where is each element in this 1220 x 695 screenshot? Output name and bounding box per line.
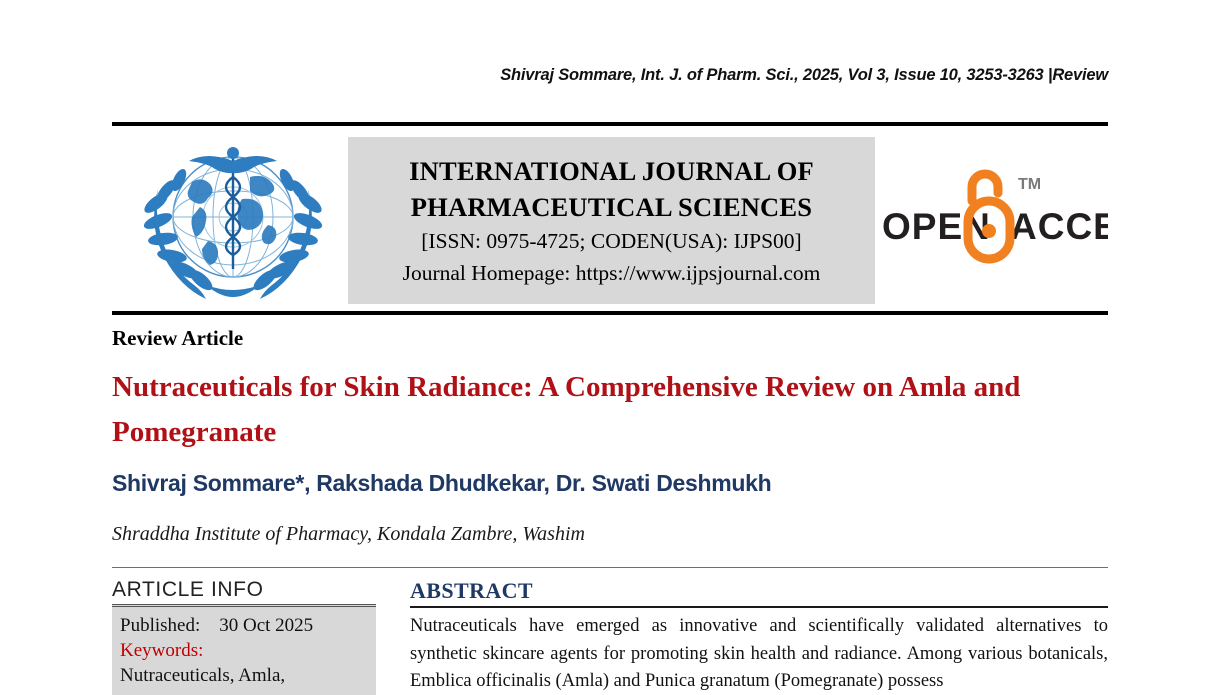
article-title-line2: and Pomegranate: [112, 371, 1021, 448]
journal-homepage: Journal Homepage: https://www.ijpsjourna…: [402, 261, 821, 285]
masthead: INTERNATIONAL JOURNAL OF PHARMACEUTICAL …: [112, 133, 1108, 305]
page-title: Nutraceuticals for Skin Radiance: A Comp…: [112, 365, 1092, 455]
affiliation: Shraddha Institute of Pharmacy, Kondala …: [112, 523, 585, 545]
header-rule-top: [112, 122, 1108, 126]
running-head: Shivraj Sommare, Int. J. of Pharm. Sci.,…: [500, 66, 1108, 84]
keywords-value: Nutraceuticals, Amla,: [120, 665, 286, 686]
open-access-logo: OPEN ACCESS TM: [880, 159, 1108, 277]
masthead-rule-bottom: [112, 311, 1108, 315]
svg-text:ACCESS: ACCESS: [1010, 206, 1108, 247]
journal-title-line1: INTERNATIONAL JOURNAL OF: [409, 156, 814, 186]
svg-text:TM: TM: [1018, 176, 1041, 193]
article-info-heading: ARTICLE INFO: [112, 578, 264, 601]
keywords-label: Keywords:: [120, 640, 204, 661]
article-type-label: Review Article: [112, 326, 244, 350]
article-info-box: Published: 30 Oct 2025 Keywords: Nutrace…: [112, 604, 376, 695]
published-line: Published: 30 Oct 2025: [120, 613, 376, 638]
info-section-rule: [112, 567, 1108, 568]
abstract-text: Nutraceuticals have emerged as innovativ…: [410, 616, 1108, 691]
published-label: Published:: [120, 615, 201, 636]
abstract-heading: ABSTRACT: [410, 578, 534, 603]
abstract-rule: [410, 606, 1108, 608]
published-date: 30 Oct 2025: [219, 615, 314, 636]
journal-masthead-box: INTERNATIONAL JOURNAL OF PHARMACEUTICAL …: [348, 137, 875, 304]
journal-title-line2: PHARMACEUTICAL SCIENCES: [410, 192, 813, 222]
article-title-line1: Nutraceuticals for Skin Radiance: A Comp…: [112, 371, 967, 403]
author-list: Shivraj Sommare*, Rakshada Dhudkekar, Dr…: [112, 470, 772, 496]
journal-issn: [ISSN: 0975-4725; CODEN(USA): IJPS00]: [421, 229, 802, 253]
who-emblem-logo: [122, 137, 344, 303]
